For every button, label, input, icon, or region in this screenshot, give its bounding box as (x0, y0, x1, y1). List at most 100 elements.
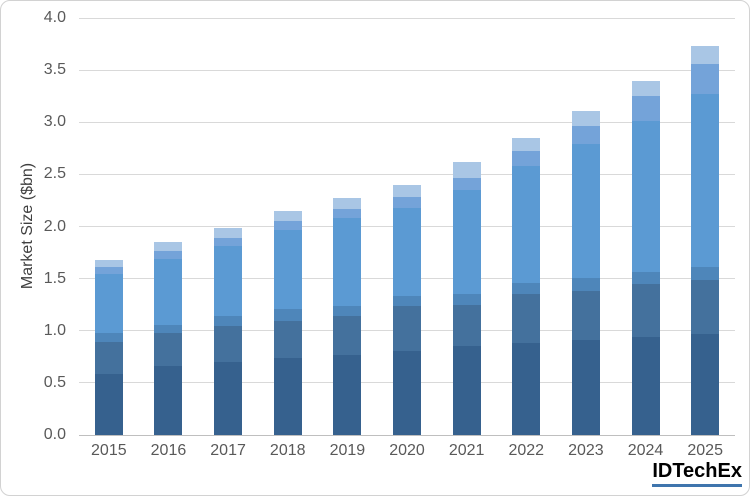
bar-2021-segment-5 (452, 177, 481, 191)
gridline-3.0 (79, 121, 735, 123)
bar-2022-segment-4 (512, 166, 541, 283)
bar-2018-segment-3 (273, 308, 302, 322)
bar-2024-segment-5 (631, 96, 660, 122)
bar-2018 (273, 210, 302, 435)
bar-2015-segment-5 (94, 267, 123, 275)
bar-2023-segment-3 (571, 277, 600, 292)
bar-2017-segment-5 (214, 238, 243, 247)
bar-2016 (154, 242, 183, 435)
x-tick-label-2016: 2016 (150, 442, 187, 459)
bar-2017 (214, 227, 243, 435)
y-tick-label-0.5: 0.5 (43, 373, 66, 391)
bar-2022-segment-5 (512, 151, 541, 167)
bar-2015-segment-6-top (94, 259, 123, 268)
bar-2024-segment-6-top (631, 80, 660, 97)
x-tick-label-2023: 2023 (568, 442, 604, 459)
x-tick-label-2019: 2019 (329, 442, 366, 459)
bar-2018-segment-6-top (273, 210, 302, 222)
bar-2016-segment-5 (154, 250, 183, 259)
bar-2020-segment-1-bottom (393, 350, 421, 435)
bar-2022-segment-3 (512, 282, 541, 295)
bar-2019-segment-5 (333, 208, 362, 219)
x-tick-label-2018: 2018 (269, 442, 306, 459)
bar-2019-segment-2 (333, 316, 362, 355)
bar-2021-segment-4 (452, 190, 481, 295)
bar-2020-segment-2 (393, 305, 421, 351)
bar-2023 (571, 110, 600, 435)
bar-2021-segment-6-top (452, 161, 481, 178)
x-tick-label-2025: 2025 (687, 442, 723, 459)
bar-2022-segment-2 (512, 294, 541, 344)
bar-2016-segment-1-bottom (154, 366, 183, 435)
bar-2020 (393, 184, 421, 435)
x-tick-label-2020: 2020 (389, 442, 425, 459)
bar-2023-segment-2 (571, 291, 600, 341)
gridline-4.0 (79, 17, 735, 19)
bar-2017-segment-1-bottom (214, 362, 243, 435)
bar-2017-segment-4 (214, 246, 243, 317)
bar-2025-segment-4 (691, 94, 720, 268)
x-tick-label-2024: 2024 (627, 442, 664, 459)
x-tick-label-2021: 2021 (448, 442, 485, 459)
bar-2019-segment-1-bottom (333, 354, 362, 435)
y-tick-label-3.5: 3.5 (43, 61, 66, 79)
bar-2023-segment-6-top (571, 110, 600, 127)
bar-2022 (512, 137, 541, 435)
bar-2015-segment-4 (94, 274, 123, 333)
y-tick-label-1.0: 1.0 (43, 321, 66, 339)
y-tick-label-2.0: 2.0 (43, 217, 66, 235)
bar-2025 (691, 46, 720, 435)
bar-2016-segment-2 (154, 332, 183, 367)
plot-area (79, 17, 735, 436)
x-tick-label-2015: 2015 (91, 442, 127, 459)
bar-2019-segment-6-top (333, 198, 362, 209)
bar-2020-segment-4 (393, 207, 421, 297)
bar-2017-segment-3 (214, 316, 243, 326)
bar-2015-segment-2 (94, 342, 123, 374)
idtechex-logo: IDTechEx (652, 460, 742, 487)
bar-2018-segment-5 (273, 221, 302, 230)
bar-2018-segment-4 (273, 229, 302, 309)
bar-2015-segment-1-bottom (94, 373, 123, 435)
bar-2017-segment-6-top (214, 227, 243, 238)
y-tick-label-0.0: 0.0 (43, 426, 66, 443)
bar-2024-segment-3 (631, 272, 660, 284)
bar-2023-segment-5 (571, 126, 600, 145)
bar-2020-segment-6-top (393, 184, 421, 198)
bar-2020-segment-3 (393, 296, 421, 306)
x-tick-label-2022: 2022 (508, 442, 545, 459)
x-axis: 2015 2016 2017 2018 2019 2020 2021 2022 2023 2024… (79, 442, 735, 462)
bar-2019 (333, 198, 362, 435)
bar-2025-segment-3 (691, 267, 720, 280)
bar-2024 (631, 80, 660, 435)
bar-2022-segment-1-bottom (512, 343, 541, 435)
bar-2022-segment-6-top (512, 137, 541, 152)
y-tick-label-1.5: 1.5 (43, 269, 66, 287)
bar-2024-segment-2 (631, 283, 660, 338)
bar-2025-segment-1-bottom (691, 333, 720, 435)
gridline-3.5 (79, 69, 735, 71)
bar-2024-segment-1-bottom (631, 337, 660, 435)
y-tick-label-4.0: 4.0 (43, 9, 66, 26)
bar-2017-segment-2 (214, 325, 243, 363)
bar-2015-segment-3 (94, 332, 123, 343)
y-tick-label-2.5: 2.5 (43, 165, 66, 183)
bar-2025-segment-6-top (691, 46, 720, 64)
bar-2021-segment-2 (452, 304, 481, 347)
bar-2015 (94, 259, 123, 435)
x-tick-label-2017: 2017 (210, 442, 246, 459)
bar-2020-segment-5 (393, 197, 421, 208)
bar-2021-segment-1-bottom (452, 346, 481, 435)
gridline-2.5 (79, 173, 735, 175)
bar-2025-segment-2 (691, 279, 720, 334)
bar-2016-segment-4 (154, 258, 183, 325)
bar-2018-segment-1-bottom (273, 357, 302, 435)
bar-2018-segment-2 (273, 321, 302, 358)
bar-2016-segment-6-top (154, 242, 183, 251)
y-tick-label-3.0: 3.0 (43, 113, 66, 131)
bar-2021 (452, 161, 481, 435)
y-axis: 0.0 0.5 1.0 1.5 2.0 2.5 3.0 3.5 4.0 (1, 10, 66, 443)
bar-2021-segment-3 (452, 294, 481, 305)
bar-2025-segment-5 (691, 63, 720, 95)
